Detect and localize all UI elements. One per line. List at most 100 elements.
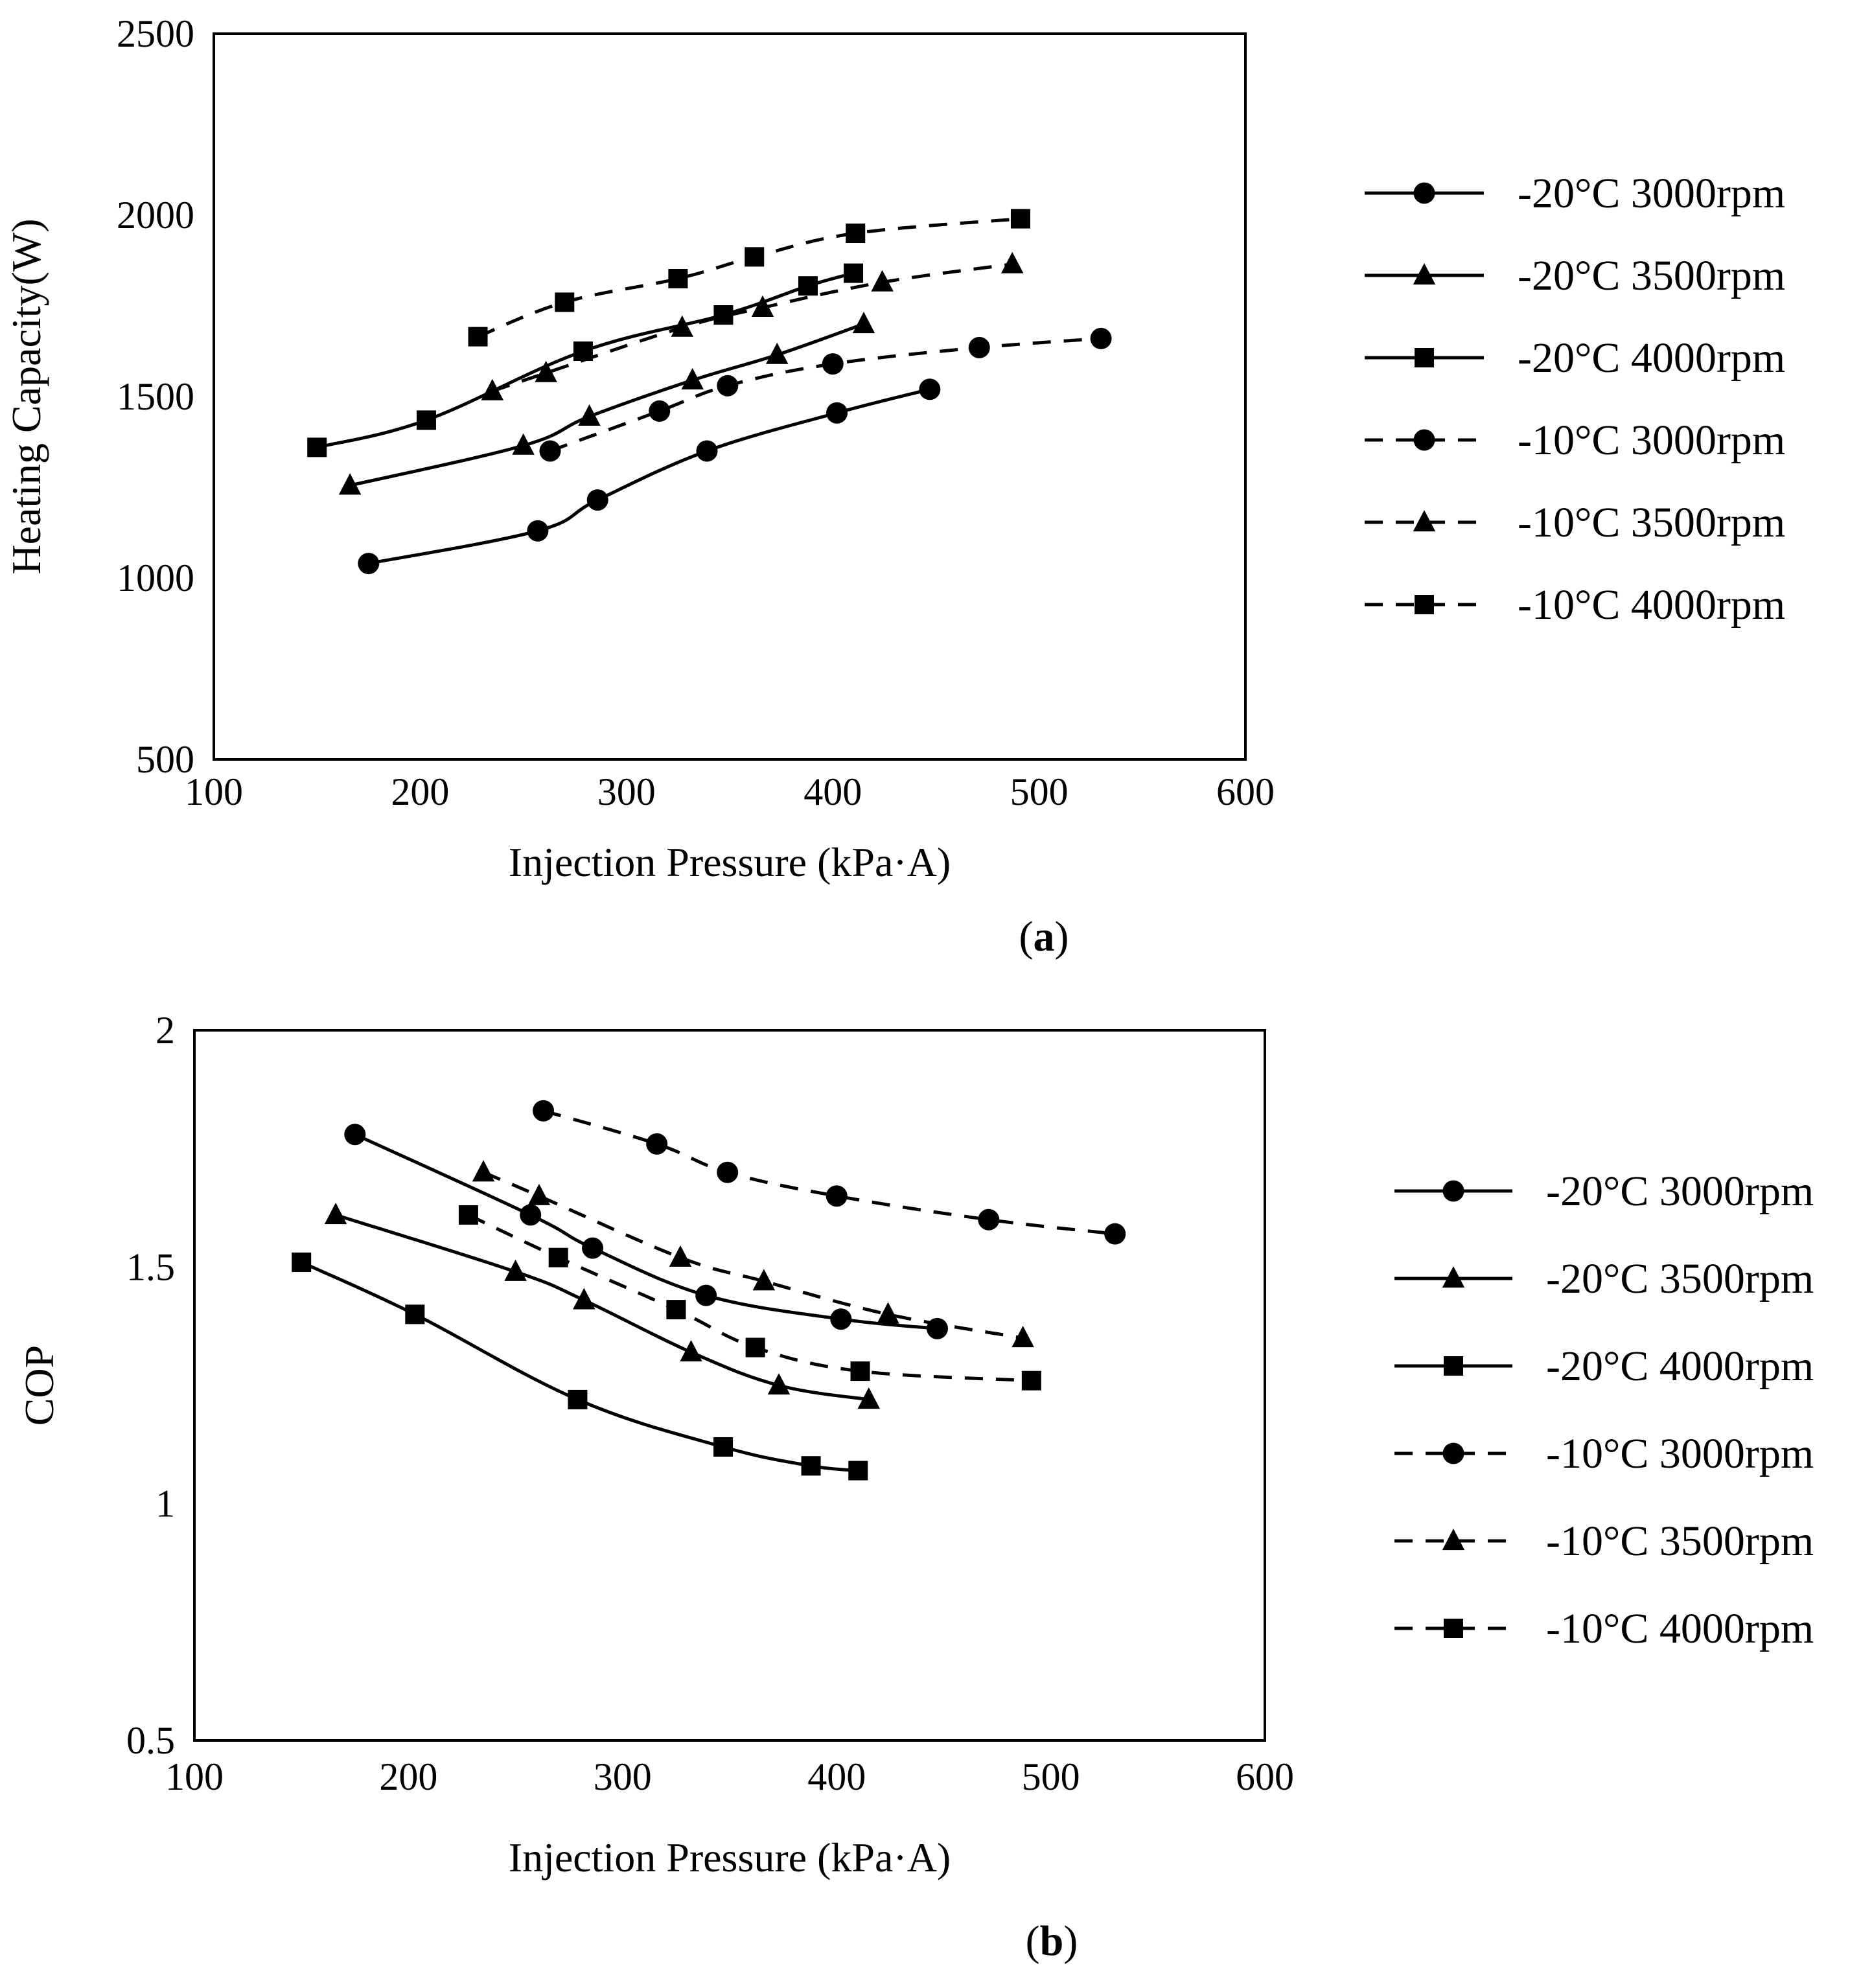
legend-item: -20°C 3500rpm [1365,252,1785,299]
legend-marker [1444,1356,1463,1376]
data-point [578,404,601,426]
series-10-c-3500rpm [472,1160,1034,1348]
panel-label-open: ( [1026,1917,1040,1965]
data-point [919,378,941,400]
x-tick-label: 500 [1022,1755,1080,1798]
legend-item: -20°C 3500rpm [1394,1255,1814,1302]
legend-label: -10°C 3000rpm [1546,1430,1814,1477]
data-point [535,360,557,382]
x-tick-label: 100 [185,770,243,813]
data-point [852,312,875,334]
x-tick-label: 600 [1216,770,1275,813]
legend-label: -20°C 3000rpm [1518,170,1785,217]
x-tick-label: 100 [165,1755,224,1798]
legend-item: -10°C 3000rpm [1365,417,1785,464]
x-axis-title: Injection Pressure (kPa·A) [509,1834,951,1880]
series-line [467,1213,1032,1383]
data-point [745,1337,765,1358]
legend-marker [1413,510,1436,532]
data-point [680,1339,702,1362]
data-point [717,375,739,397]
legend-item: -10°C 3500rpm [1365,499,1785,546]
legend-marker [1442,1266,1465,1288]
data-point [826,1185,848,1207]
data-point [751,295,774,317]
y-tick-label: 0.5 [126,1719,175,1762]
data-point [555,292,575,312]
data-point [968,336,990,358]
data-point [668,269,688,288]
data-point [669,1245,692,1267]
data-point [713,1437,734,1457]
data-point [468,327,488,347]
data-point [801,1456,821,1476]
x-axis-title: Injection Pressure (kPa·A) [509,839,951,885]
data-point [504,1259,527,1281]
x-tick-label: 500 [1010,770,1069,813]
series-20-c-3000rpm [358,378,941,575]
chart-a: 500 1000 1500 2000 2500 100 200 300 400 500 600 Inj… [3,12,1785,960]
legend-label: -20°C 3500rpm [1518,252,1785,299]
chart-b: 0.5 1 1.5 2 100 200 300 400 500 600 Injection Pres… [16,1009,1814,1965]
panel-label: (a) [1019,913,1069,960]
y-tick-label: 1.5 [126,1245,175,1288]
panel-label-close: ) [1055,913,1069,960]
legend-item: -20°C 3000rpm [1365,170,1785,217]
data-point [520,1204,542,1226]
y-tick-label: 1500 [117,375,194,418]
panel-label: (b) [1026,1917,1078,1965]
plot-area-frame [213,32,1247,761]
data-point [539,440,561,462]
data-point [877,1302,899,1324]
legend: -20°C 3000rpm -20°C 3500rpm -20°C 4000rpm -… [1365,170,1785,629]
legend-label: -10°C 4000rpm [1518,581,1785,629]
x-tick-label: 300 [594,1755,652,1798]
legend-marker [1415,348,1434,367]
data-point [871,270,894,292]
series-10-c-3000rpm [539,327,1112,462]
x-tick-label: 200 [391,770,449,813]
legend-item: -10°C 4000rpm [1394,1605,1814,1652]
data-point [568,1389,588,1409]
series-line [477,217,1021,338]
data-point [848,1461,868,1481]
data-point [822,353,844,375]
series-line [542,1109,1115,1236]
y-tick-label: 1000 [117,557,194,599]
x-tick-label: 300 [597,770,656,813]
data-point [1021,1370,1041,1391]
x-tick-label: 400 [803,770,862,813]
data-point [533,1100,555,1122]
series-20-c-3500rpm [324,1203,881,1409]
series-10-c-3500rpm [481,251,1024,400]
legend-label: -20°C 4000rpm [1518,334,1785,382]
series-10-c-3000rpm [533,1100,1126,1245]
series-20-c-4000rpm [307,263,864,457]
legend-marker [1413,182,1435,204]
legend-item: -10°C 3500rpm [1394,1518,1814,1565]
legend-item: -10°C 4000rpm [1365,581,1785,629]
panel-label-letter: b [1040,1917,1064,1965]
data-point [472,1160,495,1182]
data-point [1010,209,1030,229]
data-point [1090,327,1112,349]
data-point [582,1237,604,1259]
data-point [850,1361,870,1381]
data-point [344,1124,366,1146]
x-tick-label: 600 [1236,1755,1294,1798]
data-point [1104,1223,1126,1245]
legend-label: -10°C 3500rpm [1518,499,1785,546]
legend-item: -20°C 4000rpm [1394,1343,1814,1390]
data-point [671,315,694,337]
data-point [405,1304,425,1324]
data-point [752,1269,776,1291]
panel-label-letter: a [1034,913,1055,960]
panel-label-open: ( [1019,913,1034,960]
y-axis-title: Heating Capacity(W) [3,218,49,574]
data-point [307,437,327,457]
x-tick-label: 200 [379,1755,437,1798]
data-point [527,520,549,542]
data-point [765,342,789,364]
legend-label: -20°C 3000rpm [1546,1168,1814,1215]
y-tick-label: 2500 [117,12,194,55]
